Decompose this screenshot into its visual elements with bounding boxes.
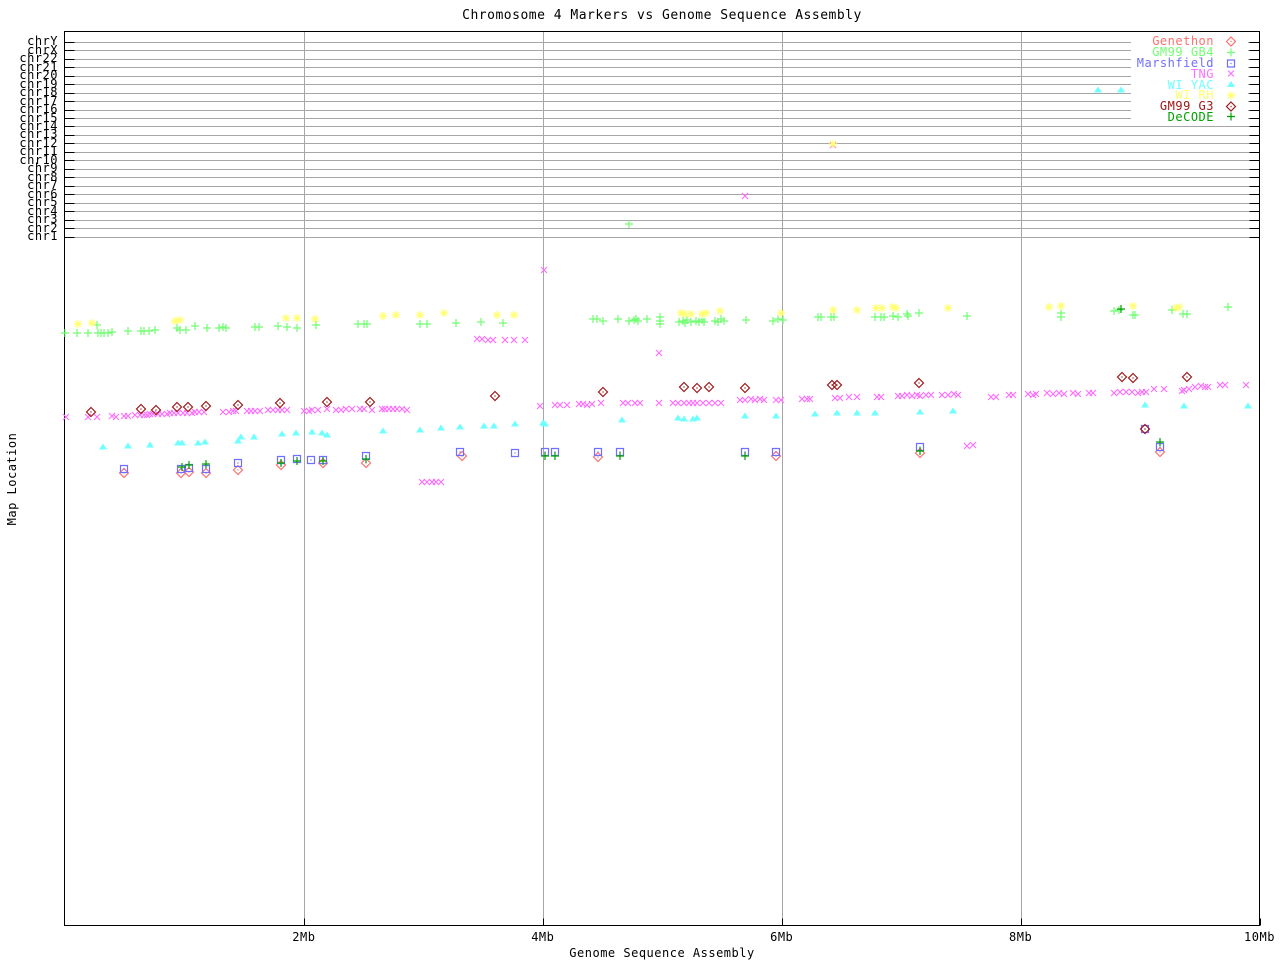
y-tick-label-chr1: chr1 <box>27 229 58 244</box>
plot-border-and-ticks <box>64 31 1261 926</box>
x-tick-label-4mb: 4Mb <box>531 930 555 944</box>
legend-item-wi-rh: WI RH <box>1131 88 1248 103</box>
legend: Genethon GM99 GB4 Marshfield TNG WI YAC WI RH… <box>1131 34 1248 124</box>
y-tick-label-chr2: chr2 <box>27 220 58 235</box>
legend-item-gm99-gb4: GM99 GB4 <box>1131 45 1248 60</box>
y-tick-label-chr20: chr20 <box>19 68 58 83</box>
y-tick-label-chr13: chr13 <box>19 127 58 142</box>
x-tick-label-6mb: 6Mb <box>770 930 794 944</box>
y-tick-label-chr7: chr7 <box>27 178 58 193</box>
wi-yac-marker-icon <box>1227 81 1235 88</box>
series-wi-rh <box>74 140 1183 328</box>
legend-item-decode: DeCODE <box>1131 109 1248 124</box>
genethon-marker-icon <box>1225 36 1237 47</box>
y-tick-label-chr8: chr8 <box>27 169 58 184</box>
gm99-gb4-marker-icon <box>1227 48 1235 57</box>
legend-label-genethon: Genethon <box>1152 34 1214 49</box>
y-tick-label-chr15: chr15 <box>19 110 58 125</box>
gm99-g3-marker-icon <box>1225 100 1237 112</box>
legend-label-decode: DeCODE <box>1167 109 1214 124</box>
series-wi-yac <box>99 86 1252 450</box>
y-tick-label-chr16: chr16 <box>19 102 58 117</box>
y-tick-label-chr4: chr4 <box>27 203 58 218</box>
legend-label-wi-rh: WI RH <box>1175 88 1214 103</box>
y-tick-label-chr5: chr5 <box>27 195 58 210</box>
y-tick-label-chr22: chr22 <box>19 51 58 66</box>
series-genethon <box>118 446 1166 479</box>
y-tick-label-chr17: chr17 <box>19 93 58 108</box>
y-tick-label-chr9: chr9 <box>27 161 58 176</box>
marshfield-marker-icon <box>1226 58 1236 68</box>
legend-label-tng: TNG <box>1190 66 1214 81</box>
chart-title: Chromosome 4 Markers vs Genome Sequence … <box>462 8 862 23</box>
legend-label-marshfield: Marshfield <box>1136 55 1214 70</box>
y-tick-label-chr12: chr12 <box>19 135 58 150</box>
legend-label-wi-yac: WI YAC <box>1167 77 1214 92</box>
gridlines <box>64 31 1260 926</box>
x-tick-label-2mb: 2Mb <box>292 930 316 944</box>
legend-item-tng: TNG <box>1131 66 1248 81</box>
y-tick-label-chr21: chr21 <box>19 59 58 74</box>
x-tick-label-10mb: 10Mb <box>1244 930 1275 944</box>
legend-item-wi-yac: WI YAC <box>1131 77 1248 92</box>
x-axis-label: Genome Sequence Assembly <box>569 946 755 960</box>
series-gm99-gb4 <box>61 220 1232 337</box>
y-tick-label-chr14: chr14 <box>19 118 58 133</box>
wi-rh-marker-icon <box>1227 91 1235 100</box>
decode-marker-icon <box>1227 112 1235 121</box>
legend-label-gm99-gb4: GM99 GB4 <box>1152 45 1214 60</box>
y-tick-label-chr18: chr18 <box>19 85 58 100</box>
y-tick-label-chr3: chr3 <box>27 212 58 227</box>
tng-marker-icon <box>1227 70 1235 78</box>
legend-label-gm99-g3: GM99 G3 <box>1159 99 1214 114</box>
series-gm99-g3 <box>85 371 1193 435</box>
y-tick-label-chr10: chr10 <box>19 152 58 167</box>
y-tick-label-chr11: chr11 <box>19 144 58 159</box>
x-tick-label-8mb: 8Mb <box>1009 930 1033 944</box>
legend-item-gm99-g3: GM99 G3 <box>1131 99 1248 114</box>
y-tick-label-chry: chrY <box>27 34 58 49</box>
y-tick-label-chrx: chrX <box>27 42 58 57</box>
series-decode <box>178 305 1164 471</box>
y-tick-label-chr19: chr19 <box>19 76 58 91</box>
legend-item-marshfield: Marshfield <box>1131 55 1248 70</box>
legend-item-genethon: Genethon <box>1131 34 1248 49</box>
series-tng <box>62 86 1250 486</box>
y-tick-label-chr6: chr6 <box>27 186 58 201</box>
